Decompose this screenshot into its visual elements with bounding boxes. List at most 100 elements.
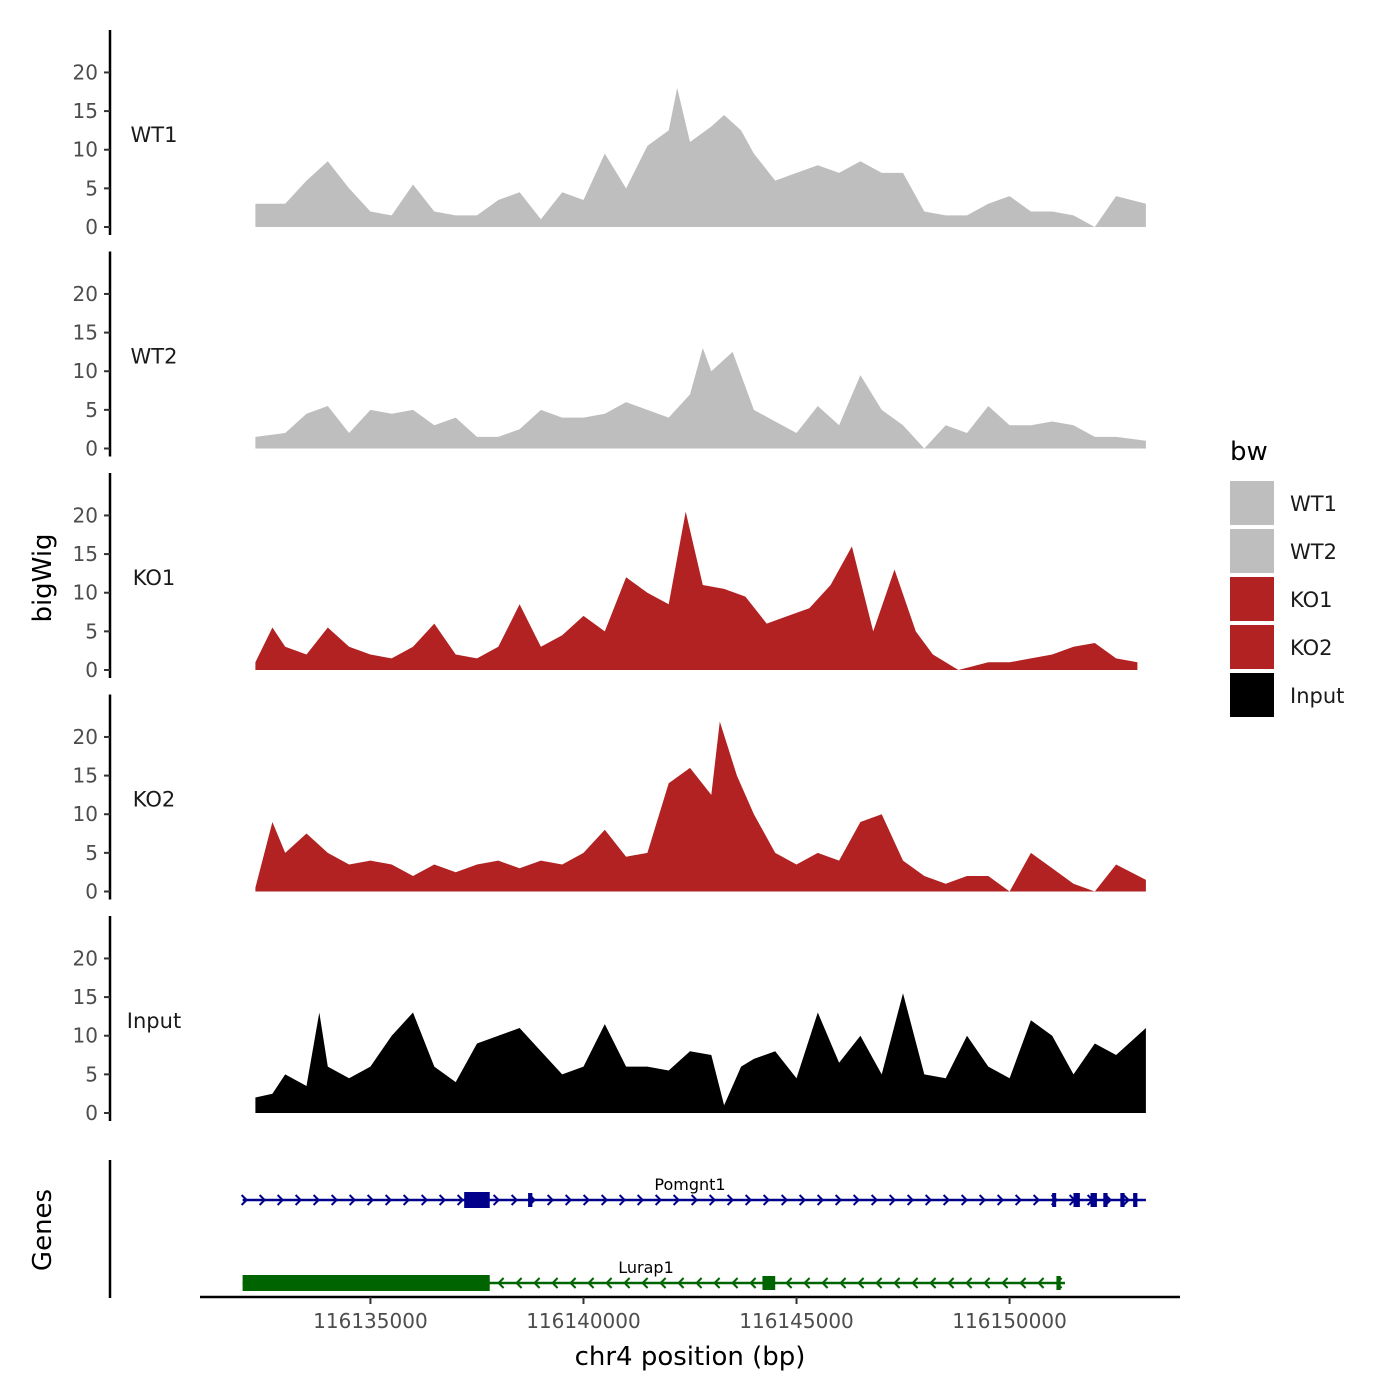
strand-chevron (1014, 1194, 1023, 1206)
strand-chevron (965, 1277, 973, 1289)
strand-chevron (384, 1194, 393, 1206)
legend-swatch-input (1228, 671, 1276, 719)
genes-axis-title: Genes (28, 1189, 58, 1271)
strand-chevron (924, 1194, 933, 1206)
strand-chevron (834, 1194, 843, 1206)
strand-chevron (438, 1194, 447, 1206)
gene-exon (1073, 1193, 1080, 1207)
legend-swatch-ko1 (1228, 575, 1276, 623)
strand-chevron (726, 1194, 735, 1206)
y-tick-label: 20 (73, 503, 98, 527)
track-ko1: 0 5 10 15 20 KO1 (73, 473, 1138, 682)
gene-lurap1: Lurap1 (242, 1258, 1065, 1291)
strand-chevron (911, 1277, 919, 1289)
strand-chevron (947, 1277, 955, 1289)
strand-chevron (402, 1194, 411, 1206)
strand-chevron (893, 1277, 901, 1289)
gene-exon (1052, 1193, 1057, 1207)
signal-area-ko1 (255, 511, 1138, 670)
strand-chevron (605, 1277, 613, 1289)
signal-tracks: 0 5 10 15 20 WT1 0 5 10 15 20 WT2 0 5 10 15 20 KO1 0 5 10 15 2… (73, 30, 1146, 1125)
gene-label: Pomgnt1 (654, 1175, 725, 1194)
track-label: WT1 (131, 123, 178, 147)
signal-area-ko2 (255, 721, 1146, 892)
legend-swatch-wt1 (1228, 479, 1276, 527)
strand-chevron (546, 1194, 555, 1206)
y-tick-label: 15 (73, 542, 98, 566)
strand-chevron (492, 1194, 501, 1206)
legend-label-input: Input (1290, 684, 1344, 708)
legend-label-wt1: WT1 (1290, 492, 1337, 516)
y-tick-label: 10 (73, 359, 98, 383)
gene-exon (1090, 1193, 1097, 1207)
strand-chevron (533, 1277, 541, 1289)
strand-chevron (929, 1277, 937, 1289)
y-tick-label: 10 (73, 581, 98, 605)
strand-chevron (497, 1277, 505, 1289)
strand-chevron (551, 1277, 559, 1289)
y-tick-label: 20 (73, 282, 98, 306)
y-tick-label: 15 (73, 985, 98, 1009)
strand-chevron (636, 1194, 645, 1206)
strand-chevron (420, 1194, 429, 1206)
track-label: WT2 (131, 345, 178, 369)
strand-chevron (821, 1277, 829, 1289)
strand-chevron (960, 1194, 969, 1206)
y-tick-label: 0 (85, 1101, 98, 1125)
strand-chevron (695, 1277, 703, 1289)
strand-chevron (240, 1194, 249, 1206)
track-label: Input (127, 1009, 181, 1033)
y-tick-label: 5 (85, 841, 98, 865)
strand-chevron (276, 1194, 285, 1206)
track-wt1: 0 5 10 15 20 WT1 (73, 30, 1146, 239)
y-tick-label: 5 (85, 619, 98, 643)
x-axis: 116135000 116140000 116145000 116150000 (200, 1295, 1180, 1333)
signal-area-wt1 (255, 87, 1146, 228)
y-tick-label: 10 (73, 1024, 98, 1048)
legend-title: bw (1230, 437, 1268, 467)
legend-swatch-wt2 (1228, 527, 1276, 575)
strand-chevron (888, 1194, 897, 1206)
strand-chevron (510, 1194, 519, 1206)
strand-chevron (587, 1277, 595, 1289)
track-label: KO2 (133, 788, 176, 812)
track-input: 0 5 10 15 20 Input (73, 916, 1146, 1125)
gene-exon (464, 1192, 490, 1208)
strand-chevron (600, 1194, 609, 1206)
strand-chevron (330, 1194, 339, 1206)
strand-chevron (1122, 1194, 1131, 1206)
y-tick-label: 20 (73, 725, 98, 749)
y-tick-label: 0 (85, 437, 98, 461)
strand-chevron (623, 1277, 631, 1289)
strand-chevron (870, 1194, 879, 1206)
strand-chevron (582, 1194, 591, 1206)
strand-chevron (744, 1194, 753, 1206)
strand-chevron (839, 1277, 847, 1289)
y-tick-label: 20 (73, 60, 98, 84)
strand-chevron (983, 1277, 991, 1289)
strand-chevron (654, 1194, 663, 1206)
gene-exon (1103, 1193, 1108, 1207)
strand-chevron (762, 1194, 771, 1206)
x-tick-label: 116135000 (313, 1309, 428, 1333)
y-tick-label: 0 (85, 880, 98, 904)
strand-chevron (713, 1277, 721, 1289)
strand-chevron (677, 1277, 685, 1289)
strand-chevron (569, 1277, 577, 1289)
gene-exon (1120, 1193, 1125, 1207)
strand-chevron (857, 1277, 865, 1289)
strand-chevron (312, 1194, 321, 1206)
gene-exon (1133, 1193, 1138, 1207)
y-tick-label: 15 (73, 764, 98, 788)
strand-chevron (672, 1194, 681, 1206)
strand-chevron (366, 1194, 375, 1206)
strand-chevron (1001, 1277, 1009, 1289)
strand-chevron (690, 1194, 699, 1206)
x-tick-label: 116145000 (739, 1309, 854, 1333)
strand-chevron (803, 1277, 811, 1289)
strand-chevron (348, 1194, 357, 1206)
x-tick-label: 116150000 (952, 1309, 1067, 1333)
gene-label: Lurap1 (618, 1258, 674, 1277)
y-tick-label: 15 (73, 99, 98, 123)
strand-chevron (1037, 1277, 1045, 1289)
